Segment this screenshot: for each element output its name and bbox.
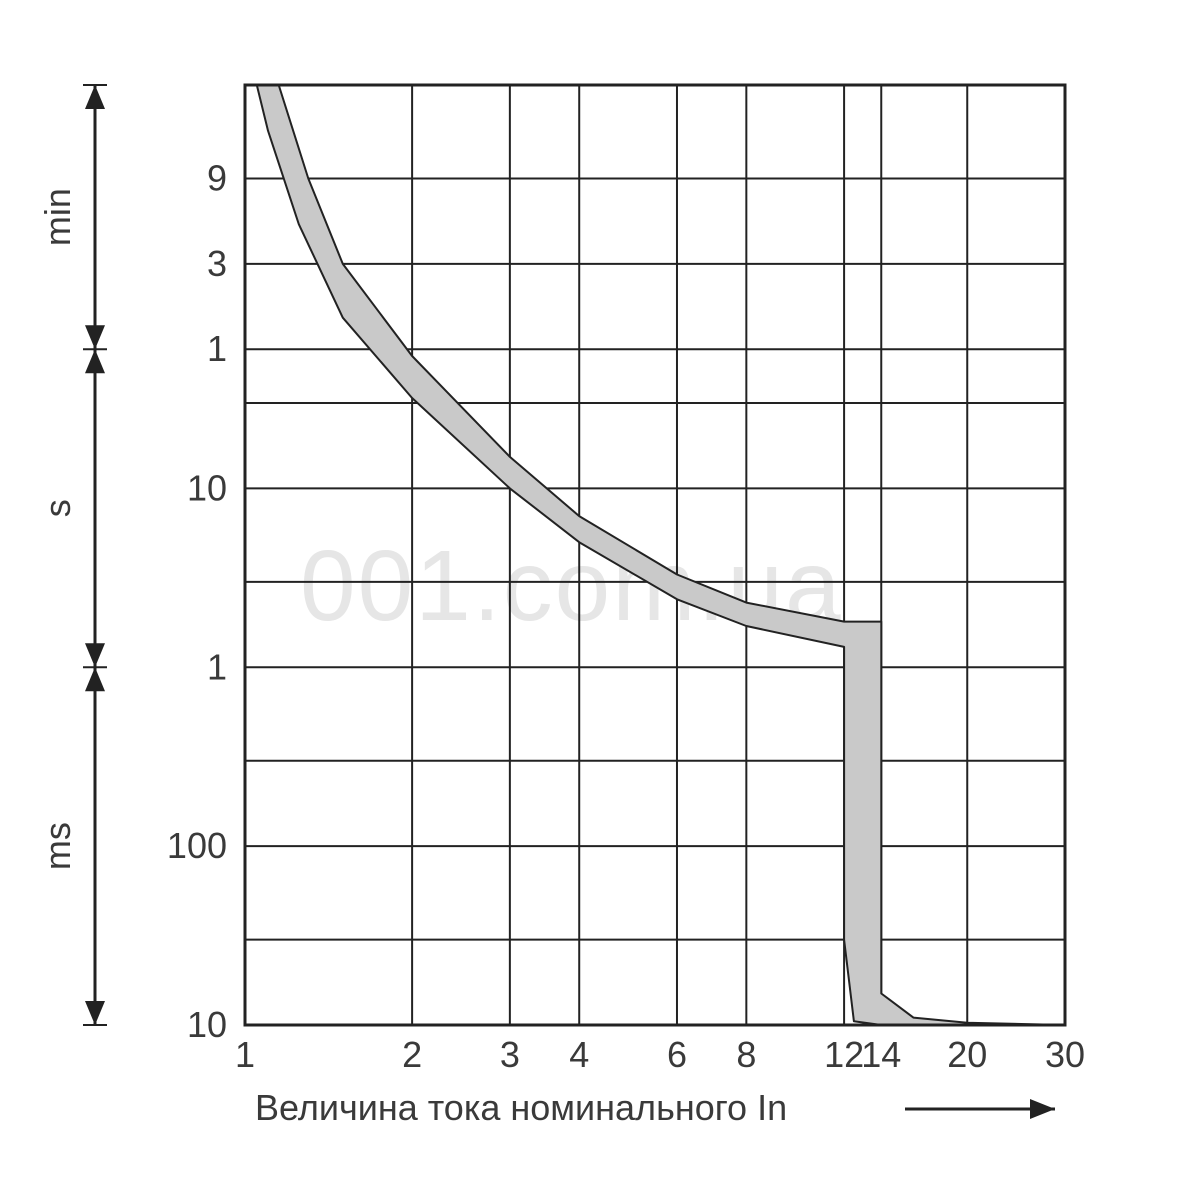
x-tick-label: 12	[824, 1034, 864, 1075]
trip-curve-chart: 001.com.ua1234681214203010100110139Велич…	[0, 0, 1200, 1200]
y-tick-label: 100	[167, 825, 227, 866]
x-tick-label: 20	[947, 1034, 987, 1075]
arrow-up-icon	[85, 667, 105, 691]
y-unit-label: s	[37, 499, 78, 517]
y-tick-label: 9	[207, 158, 227, 199]
y-unit-label: ms	[37, 822, 78, 870]
x-tick-label: 30	[1045, 1034, 1085, 1075]
arrow-up-icon	[85, 85, 105, 109]
x-axis-label: Величина тока номинального In	[255, 1087, 787, 1128]
x-tick-label: 1	[235, 1034, 255, 1075]
y-tick-label: 1	[207, 328, 227, 369]
y-tick-label: 10	[187, 1004, 227, 1045]
y-tick-label: 10	[187, 467, 227, 508]
y-tick-label: 3	[207, 243, 227, 284]
arrow-down-icon	[85, 1001, 105, 1025]
x-tick-label: 6	[667, 1034, 687, 1075]
arrow-right-icon	[1030, 1099, 1055, 1119]
y-unit-label: min	[37, 188, 78, 246]
x-tick-label: 8	[736, 1034, 756, 1075]
x-tick-label: 4	[569, 1034, 589, 1075]
arrow-down-icon	[85, 325, 105, 349]
arrow-down-icon	[85, 643, 105, 667]
x-tick-label: 14	[861, 1034, 901, 1075]
arrow-up-icon	[85, 349, 105, 373]
x-tick-label: 2	[402, 1034, 422, 1075]
x-tick-label: 3	[500, 1034, 520, 1075]
y-tick-label: 1	[207, 646, 227, 687]
